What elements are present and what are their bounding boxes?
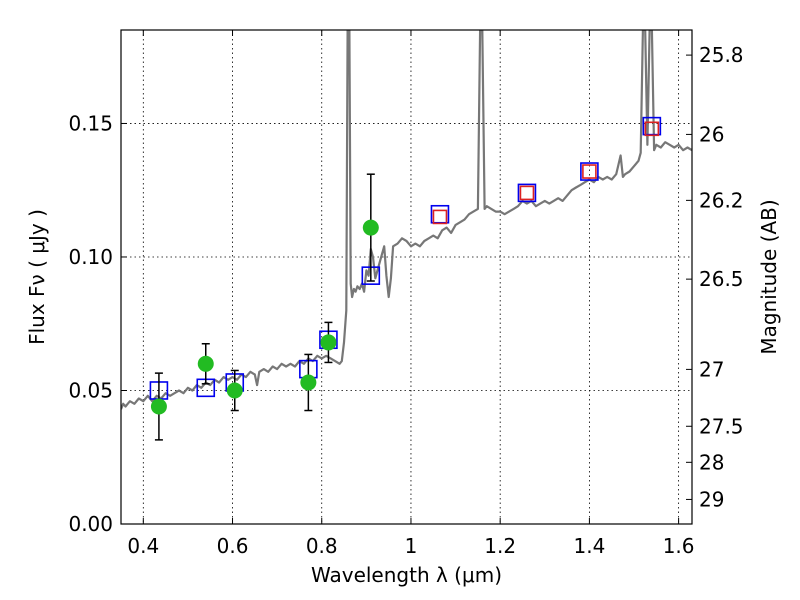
observed-flux-point — [362, 219, 379, 236]
y-tick-label: 0.05 — [68, 378, 113, 402]
observed-flux-point — [226, 382, 243, 399]
spectrum-line — [121, 30, 692, 410]
plot-series — [121, 30, 692, 441]
right-tick-label: 25.8 — [699, 43, 744, 67]
y-tick-label: 0.00 — [68, 512, 113, 536]
right-tick-label: 28 — [699, 450, 724, 474]
right-tick-label: 29 — [699, 487, 724, 511]
nir-flux-square — [644, 121, 660, 137]
observed-flux-point — [300, 374, 317, 391]
right-tick-label: 27 — [699, 357, 724, 381]
right-axis-label: Magnitude (AB) — [757, 199, 781, 354]
x-tick-label: 0.8 — [306, 534, 338, 558]
nir-flux-square — [582, 164, 597, 179]
x-tick-label: 1.4 — [573, 534, 605, 558]
y-axis-label: Flux Fν ( μJy ) — [25, 209, 49, 345]
y-tick-label: 0.15 — [68, 111, 113, 135]
x-tick-label: 0.4 — [127, 534, 159, 558]
grid-lines — [121, 30, 692, 525]
right-tick-label: 26.2 — [699, 188, 744, 212]
observed-flux-point — [150, 398, 167, 415]
right-tick-label: 26.5 — [699, 267, 744, 291]
right-tick-label: 26 — [699, 122, 724, 146]
axis-ticks: 0.4 0.6 0.8 1 1.2 1.4 1.6 0.00 0.05 0.10 0.15 25.8 2… — [68, 30, 744, 558]
observed-flux-point — [197, 355, 214, 372]
plot-area — [121, 30, 692, 441]
model-flux-square — [517, 183, 537, 203]
nir-flux-square — [432, 209, 448, 225]
plot-frame — [120, 29, 693, 525]
nir-flux-square — [519, 185, 535, 201]
x-tick-label: 0.6 — [217, 534, 249, 558]
observed-flux-point — [320, 334, 337, 351]
x-tick-label: 1.2 — [484, 534, 516, 558]
y-tick-label: 0.10 — [68, 245, 113, 269]
right-tick-label: 27.5 — [699, 414, 744, 438]
x-axis-label: Wavelength λ (μm) — [311, 563, 502, 587]
model-flux-square — [580, 162, 599, 181]
x-tick-label: 1 — [405, 534, 418, 558]
x-tick-label: 1.6 — [663, 534, 695, 558]
